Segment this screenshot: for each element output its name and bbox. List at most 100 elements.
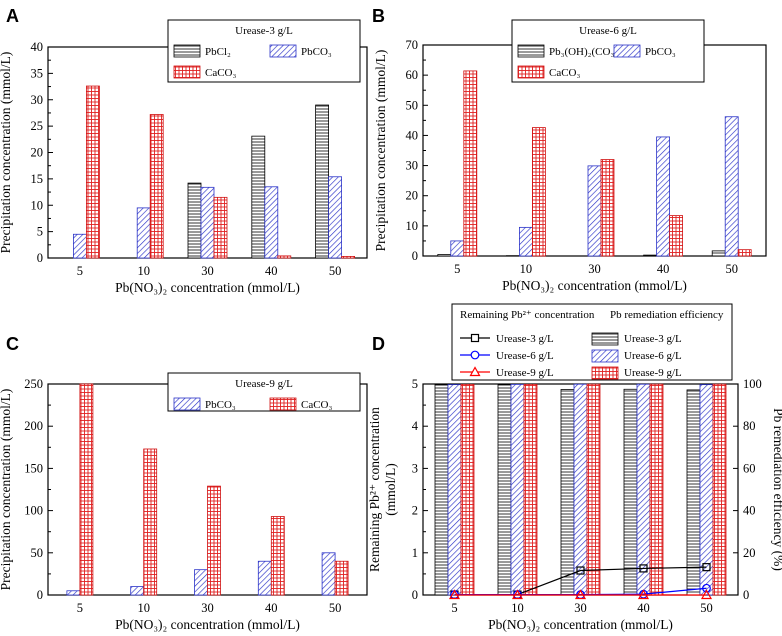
x-tick-label: 5	[77, 264, 83, 278]
bar	[586, 383, 601, 596]
x-tick-label: 10	[520, 262, 533, 276]
bar	[587, 165, 602, 257]
bar	[251, 135, 266, 259]
bar	[519, 226, 533, 257]
bar	[510, 384, 525, 596]
y-right-tick-label: 20	[743, 546, 756, 560]
bar	[463, 70, 478, 257]
legend-swatch	[591, 366, 619, 380]
legend-swatch	[269, 397, 297, 411]
line-point	[574, 589, 587, 600]
legend-swatch	[173, 397, 201, 411]
bar	[207, 485, 221, 596]
line-point	[700, 589, 713, 600]
bar	[437, 254, 452, 257]
legend-marker	[470, 350, 480, 360]
y-tick-label: 35	[31, 66, 44, 80]
bar	[200, 186, 215, 259]
line-point	[702, 583, 711, 593]
y-tick-label: 25	[31, 119, 44, 133]
bar	[321, 552, 336, 596]
y-tick-label: 2	[412, 504, 418, 518]
panel-b-x-axis-label: Pb(NO₃)₂ concentration (mmol/L)	[502, 278, 687, 293]
panel-letter-b: B	[372, 6, 385, 26]
x-tick-label: 40	[637, 601, 650, 615]
bar	[194, 569, 208, 596]
bar	[73, 233, 87, 259]
legend-swatch	[591, 332, 619, 346]
x-tick-label: 50	[329, 601, 342, 615]
bar	[130, 586, 145, 596]
x-tick-label: 5	[454, 262, 460, 276]
legend-title: Urease-9 g/L	[235, 378, 293, 390]
y-tick-label: 50	[406, 98, 419, 112]
panel-d-y-left-label-line1: Remaining Pb²⁺ concentration	[367, 407, 382, 572]
x-tick-label: 30	[588, 262, 601, 276]
x-tick-label: 50	[700, 601, 713, 615]
bar	[724, 116, 739, 257]
legend-entry: CaCO₃	[205, 67, 237, 79]
y-right-tick-label: 40	[743, 504, 756, 518]
x-tick-label: 30	[201, 264, 214, 278]
legend-swatch	[517, 65, 545, 79]
x-tick-label: 50	[329, 264, 342, 278]
x-tick-label: 40	[265, 264, 278, 278]
y-tick-label: 5	[37, 225, 43, 239]
legend-entry: Urease-9 g/L	[496, 367, 554, 379]
bar	[649, 383, 664, 596]
panel-letter-a: A	[6, 6, 19, 26]
bar	[149, 114, 164, 259]
x-tick-label: 40	[265, 601, 278, 615]
bar	[656, 136, 670, 257]
bar	[623, 388, 638, 596]
line-point	[637, 589, 650, 600]
legend-title: Urease-3 g/L	[235, 25, 293, 37]
legend-entry: PbCO₃	[205, 399, 236, 411]
legend-title: Urease-6 g/L	[579, 25, 637, 37]
y-tick-label: 40	[31, 40, 44, 54]
y-right-tick-label: 80	[743, 419, 756, 433]
line-point	[702, 563, 711, 572]
panel-c-x-axis-label: Pb(NO₃)₂ concentration (mmol/L)	[115, 617, 300, 632]
legend-swatch	[173, 65, 201, 79]
legend-entry: CaCO₃	[549, 67, 581, 79]
bar	[600, 159, 615, 257]
y-tick-label: 10	[31, 198, 44, 212]
bar	[643, 254, 657, 257]
bar	[669, 215, 683, 257]
panel-d-y-right-label: Pb remediation efficiency (%)	[771, 408, 782, 571]
panel-letter-d: D	[372, 334, 385, 354]
bar	[450, 240, 465, 257]
bar	[711, 250, 726, 257]
line-point	[511, 589, 524, 600]
bar	[213, 196, 228, 259]
bar	[532, 127, 546, 257]
x-tick-label: 10	[137, 264, 150, 278]
bar	[143, 448, 158, 596]
y-right-tick-label: 60	[743, 461, 756, 475]
panel-a-y-axis-label: Precipitation concentration (mmol/L)	[0, 52, 13, 254]
x-tick-label: 10	[511, 601, 524, 615]
y-right-tick-label: 100	[743, 377, 762, 391]
y-tick-label: 30	[31, 93, 44, 107]
bar	[460, 384, 475, 596]
x-tick-label: 50	[725, 262, 738, 276]
x-tick-label: 5	[77, 601, 83, 615]
panel-c-chart: 0 50 100 150 200 250 Precipitation concentrati…	[0, 372, 368, 632]
bar	[686, 389, 701, 596]
y-tick-label: 1	[412, 546, 418, 560]
legend-entry: Urease-3 g/L	[624, 333, 682, 345]
legend-entry: PbCO₃	[645, 46, 676, 58]
y-tick-label: 100	[24, 504, 43, 518]
bar	[257, 560, 272, 596]
bar	[79, 383, 94, 596]
line-point	[576, 566, 585, 575]
bar	[573, 383, 588, 596]
line-point	[639, 564, 648, 573]
y-tick-label: 0	[412, 588, 418, 602]
x-tick-label: 10	[137, 601, 150, 615]
legend-swatch	[517, 44, 545, 58]
y-tick-label: 20	[406, 189, 419, 203]
